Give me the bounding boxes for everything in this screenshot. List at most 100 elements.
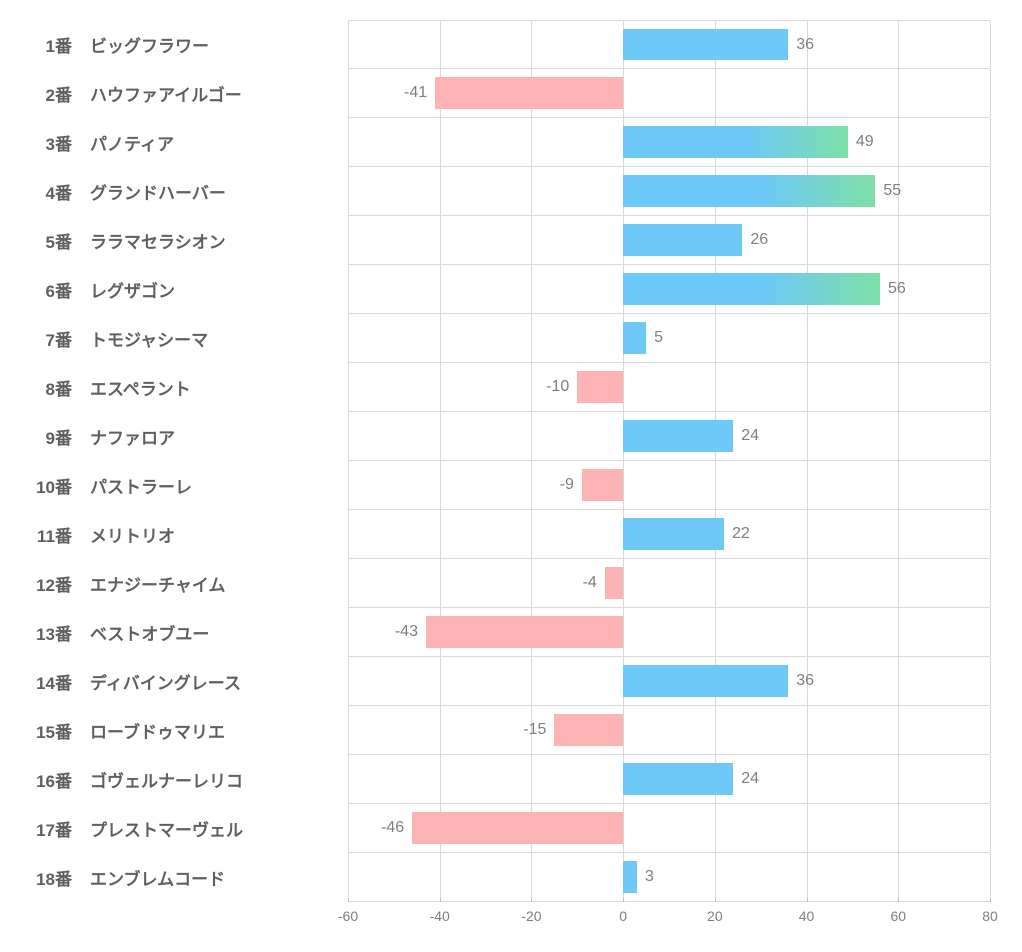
- entry-name: エンブレムコード: [80, 865, 348, 890]
- x-axis: -60-40-20020406080: [20, 902, 990, 932]
- bar: [623, 29, 788, 60]
- entry-name: パストラーレ: [80, 473, 348, 498]
- plot-cell: 22: [348, 510, 990, 559]
- x-tick: 80: [982, 908, 998, 924]
- x-tick: -20: [521, 908, 541, 924]
- x-tick: 60: [890, 908, 906, 924]
- chart-row: 8番エスペラント-10: [20, 363, 990, 412]
- entry-name: ローブドゥマリエ: [80, 718, 348, 743]
- bar: [426, 616, 623, 648]
- entry-number: 18番: [20, 865, 80, 890]
- plot-cell: 36: [348, 20, 990, 69]
- plot-cell: 26: [348, 216, 990, 265]
- plot-cell: -41: [348, 69, 990, 118]
- chart-rows: 1番ビッグフラワー 36 2番ハウファアイルゴー -4 13番 パノティア 49 4番グランド…: [20, 20, 990, 902]
- plot-cell: -9: [348, 461, 990, 510]
- chart-row: 12番エナジーチャイム-4: [20, 559, 990, 608]
- entry-name: ナファロア: [80, 424, 348, 449]
- entry-name: ベストオブユー: [80, 620, 348, 645]
- entry-name: エスペラント: [80, 375, 348, 400]
- bar: [582, 469, 623, 501]
- value-label: 55: [883, 182, 901, 200]
- bar: [412, 812, 623, 844]
- x-tick: 20: [707, 908, 723, 924]
- entry-name: プレストマーヴェル: [80, 816, 348, 841]
- bar: [623, 763, 733, 795]
- entry-number: 11番: [20, 522, 80, 547]
- value-label: 49: [856, 133, 874, 151]
- chart-row: 15番ローブドゥマリエ -15: [20, 706, 990, 755]
- value-label: 56: [888, 280, 906, 298]
- chart-row: 13番ベストオブユー-43: [20, 608, 990, 657]
- value-label: 24: [741, 770, 759, 788]
- chart-row: 5番ララマセラシオン 26: [20, 216, 990, 265]
- chart-row: 17番プレストマーヴェル -46: [20, 804, 990, 853]
- bar: [623, 126, 848, 158]
- value-label: -46: [381, 819, 404, 837]
- chart-row: 3番パノティア49: [20, 118, 990, 167]
- bar: [554, 714, 623, 746]
- value-label: -10: [546, 378, 569, 396]
- plot-cell: -46: [348, 804, 990, 853]
- entry-name: レグザゴン: [80, 277, 348, 302]
- entry-number: 10番: [20, 473, 80, 498]
- x-tick: 40: [799, 908, 815, 924]
- value-label: 22: [732, 525, 750, 543]
- chart-row: 6番レグザゴン 56: [20, 265, 990, 314]
- plot-cell: -43: [348, 608, 990, 657]
- value-label: 3: [645, 868, 654, 886]
- entry-name: グランドハーバー: [80, 179, 348, 204]
- chart-row: 2番ハウファアイルゴー -41: [20, 69, 990, 118]
- entry-number: 4番: [20, 179, 80, 204]
- chart-row: 18番エンブレムコード 3: [20, 853, 990, 902]
- value-label: 24: [741, 427, 759, 445]
- plot-cell: 24: [348, 412, 990, 461]
- plot-cell: 5: [348, 314, 990, 363]
- entry-name: ララマセラシオン: [80, 228, 348, 253]
- value-label: 26: [750, 231, 768, 249]
- chart-row: 14番ディバイングレース 36: [20, 657, 990, 706]
- chart-row: 1番ビッグフラワー 36: [20, 20, 990, 69]
- value-label: -41: [404, 84, 427, 102]
- bar: [605, 567, 623, 599]
- bar: [623, 224, 742, 256]
- entry-number: 7番: [20, 326, 80, 351]
- bar: [623, 420, 733, 452]
- entry-number: 12番: [20, 571, 80, 596]
- entry-number: 1番: [20, 32, 80, 57]
- value-label: -9: [560, 476, 574, 494]
- plot-cell: -10: [348, 363, 990, 412]
- chart-row: 11番メリトリオ22: [20, 510, 990, 559]
- entry-number: 5番: [20, 228, 80, 253]
- entry-number: 13番: [20, 620, 80, 645]
- bar: [435, 77, 623, 109]
- bar: [623, 665, 788, 697]
- chart-row: 7番トモジャシーマ5: [20, 314, 990, 363]
- plot-cell: 55: [348, 167, 990, 216]
- chart-row: 9番ナファロア24: [20, 412, 990, 461]
- bar: [623, 175, 875, 207]
- value-label: -15: [523, 721, 546, 739]
- value-label: 5: [654, 329, 663, 347]
- entry-number: 14番: [20, 669, 80, 694]
- entry-name: ハウファアイルゴー: [80, 81, 348, 106]
- entry-name: ビッグフラワー: [80, 32, 348, 57]
- chart-row: 4番グランドハーバー 55: [20, 167, 990, 216]
- value-label: 36: [796, 36, 814, 54]
- entry-number: 16番: [20, 767, 80, 792]
- value-label: 36: [796, 672, 814, 690]
- entry-number: 15番: [20, 718, 80, 743]
- plot-cell: 24: [348, 755, 990, 804]
- entry-name: エナジーチャイム: [80, 571, 348, 596]
- entry-name: ディバイングレース: [80, 669, 348, 694]
- bar: [623, 273, 880, 305]
- bar: [623, 861, 637, 893]
- x-tick: 0: [619, 908, 627, 924]
- entry-number: 2番: [20, 81, 80, 106]
- entry-number: 17番: [20, 816, 80, 841]
- entry-name: パノティア: [80, 130, 348, 155]
- plot-cell: 36: [348, 657, 990, 706]
- entry-number: 6番: [20, 277, 80, 302]
- diverging-bar-chart: 1番ビッグフラワー 36 2番ハウファアイルゴー -4 13番 パノティア 49 4番グランド…: [20, 20, 990, 932]
- plot-cell: -4: [348, 559, 990, 608]
